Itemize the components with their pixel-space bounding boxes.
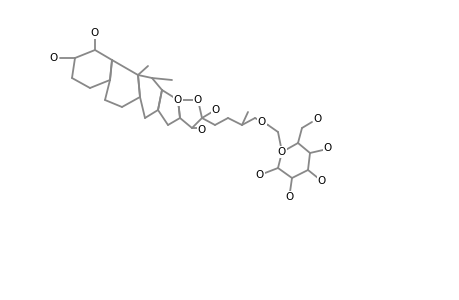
Text: O: O — [91, 28, 99, 38]
Text: O: O — [50, 53, 58, 63]
Text: O: O — [193, 95, 202, 105]
Text: O: O — [317, 176, 325, 186]
Text: O: O — [255, 170, 263, 180]
Text: O: O — [257, 117, 266, 127]
Text: O: O — [174, 95, 182, 105]
Text: O: O — [277, 147, 285, 157]
Text: O: O — [197, 125, 206, 135]
Text: O: O — [212, 105, 220, 115]
Text: O: O — [285, 192, 293, 202]
Text: O: O — [323, 143, 331, 153]
Text: O: O — [313, 114, 321, 124]
